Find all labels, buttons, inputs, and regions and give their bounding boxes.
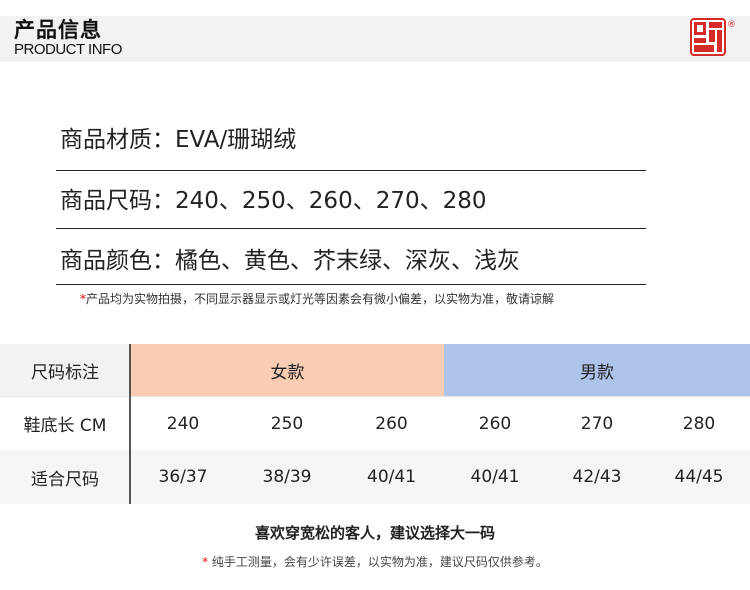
table-cell: 40/41 xyxy=(367,467,416,487)
men-header: 男款 xyxy=(444,344,750,396)
table-cell: 280 xyxy=(682,413,716,434)
table-cell: 270 xyxy=(580,413,614,434)
table-cell: 36/37 xyxy=(158,467,208,487)
sole-length-label: 鞋底长 CM xyxy=(0,397,130,450)
table-cell: 38/39 xyxy=(262,467,312,487)
material-line: 商品材质：EVA/珊瑚绒 xyxy=(60,127,297,153)
table-cell: 240 xyxy=(166,413,200,434)
photo-disclaimer-text: 产品均为实物拍摄，不同显示器显示或灯光等因素会有微小偏差，以实物为准，敬请谅解 xyxy=(86,292,555,306)
section-subtitle: PRODUCT INFO xyxy=(14,41,122,58)
divider xyxy=(56,284,646,285)
registered-mark: ® xyxy=(727,20,736,30)
women-header: 女款 xyxy=(131,344,444,396)
measurement-note-text: 纯手工测量，会有少许误差，以实物为准，建议尺码仅供参考。 xyxy=(208,555,548,569)
divider xyxy=(56,170,646,171)
table-cell: 250 xyxy=(270,413,304,434)
size-table: 尺码标注 女款 男款 鞋底长 CM 240 250 260 260 270 28… xyxy=(0,344,750,504)
asterisk: * xyxy=(80,292,86,306)
brand-logo-icon xyxy=(690,18,726,56)
sizes-line: 商品尺码：240、250、260、270、280 xyxy=(60,188,487,214)
size-advice: 喜欢穿宽松的客人，建议选择大一码 xyxy=(254,524,495,542)
table-cell: 260 xyxy=(478,413,512,434)
fit-size-label: 适合尺码 xyxy=(0,450,130,504)
table-cell: 44/45 xyxy=(674,467,724,487)
column-divider xyxy=(129,344,131,504)
row-divider xyxy=(0,396,750,397)
table-row: 鞋底长 CM 240 250 260 260 270 280 xyxy=(0,397,750,450)
table-cell: 40/41 xyxy=(470,467,520,487)
asterisk: * xyxy=(202,555,209,569)
divider xyxy=(56,228,646,229)
table-cell: 260 xyxy=(375,413,408,434)
measurement-note: * 纯手工测量，会有少许误差，以实物为准，建议尺码仅供参考。 xyxy=(0,553,750,570)
table-cell: 42/43 xyxy=(572,467,622,487)
size-label-header: 尺码标注 xyxy=(0,344,130,396)
table-row: 适合尺码 36/37 38/39 40/41 40/41 42/43 44/45 xyxy=(0,450,750,504)
photo-disclaimer: *产品均为实物拍摄，不同显示器显示或灯光等因素会有微小偏差，以实物为准，敬请谅解 xyxy=(80,290,554,307)
section-header: 产品信息 PRODUCT INFO ® xyxy=(0,16,750,62)
section-title: 产品信息 xyxy=(14,17,102,42)
colors-line: 商品颜色：橘色、黄色、芥末绿、深灰、浅灰 xyxy=(60,248,520,274)
table-header-row: 尺码标注 女款 男款 xyxy=(0,344,750,396)
